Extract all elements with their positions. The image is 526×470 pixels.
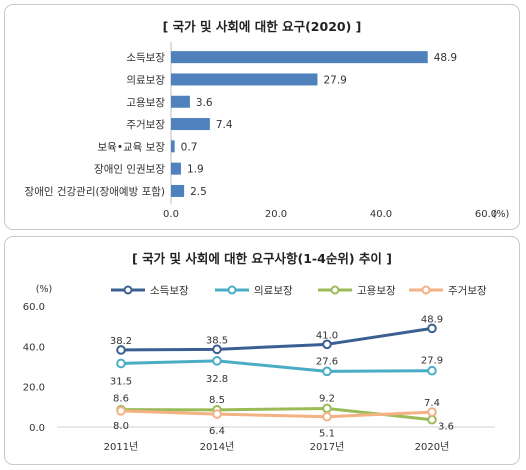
bar-value-label: 0.7 [181, 141, 198, 153]
data-label: 27.9 [421, 356, 443, 367]
line-chart-title: [ 국가 및 사회에 대한 요구사항(1-4순위) 추이 ] [132, 251, 392, 266]
y-tick-label: 0.0 [29, 423, 45, 434]
legend-label: 주거보장 [448, 285, 487, 297]
x-tick-label: 40.0 [370, 209, 392, 220]
bar-value-label: 3.6 [196, 97, 213, 109]
y-tick-label: 60.0 [23, 302, 45, 313]
bar-category-label: 주거보장 [126, 119, 165, 131]
y-unit-label: (%) [36, 284, 52, 295]
data-point [322, 339, 332, 350]
data-label: 8.5 [209, 395, 225, 406]
data-point [116, 358, 126, 369]
bar-category-label: 보육•교육 보장 [98, 141, 166, 153]
series-line [120, 326, 433, 352]
bar-chart-panel: [ 국가 및 사회에 대한 요구(2020) ] 소득보장 48.9 의료보장 27.… [4, 4, 520, 230]
data-point [427, 414, 437, 425]
bar-value-label: 1.9 [187, 164, 204, 176]
data-point [212, 344, 222, 355]
data-point [427, 323, 437, 334]
line-chart-panel: [ 국가 및 사회에 대한 요구사항(1-4순위) 추이 ] 소득보장 의료보장 고… [4, 236, 520, 465]
data-label: 27.6 [316, 356, 338, 367]
data-label: 3.6 [438, 422, 454, 433]
data-label: 31.5 [110, 376, 132, 387]
x-tick-label: 2020년 [415, 441, 450, 453]
data-point [322, 366, 332, 377]
data-label: 38.2 [110, 336, 132, 347]
series-line [120, 409, 433, 419]
bar-value-label: 7.4 [216, 119, 233, 131]
bar-category-label: 고용보장 [126, 97, 165, 109]
data-point [212, 409, 222, 419]
bar [171, 73, 318, 86]
bar-value-label: 27.9 [323, 74, 346, 86]
series-line [120, 359, 433, 373]
bar-category-label: 소득보장 [126, 52, 165, 64]
data-label: 5.1 [319, 429, 335, 440]
bar-chart-title: [ 국가 및 사회에 대한 요구(2020) ] [162, 19, 362, 34]
data-point [322, 411, 332, 422]
x-tick-label: 0.0 [163, 209, 179, 220]
data-point [427, 407, 437, 417]
legend-marker [421, 285, 431, 295]
bar-value-label: 2.5 [190, 186, 207, 198]
x-tick-label: 2014년 [200, 441, 235, 453]
data-label: 32.8 [206, 374, 228, 385]
data-label: 38.5 [206, 335, 228, 346]
data-point [322, 403, 332, 414]
bar [171, 95, 190, 108]
x-tick-label: 2017년 [310, 441, 345, 453]
data-label: 41.0 [316, 330, 338, 341]
data-point [116, 345, 126, 355]
y-tick-label: 40.0 [23, 342, 45, 353]
x-tick-label: 60.0 [475, 209, 497, 220]
bar-category-label: 의료보장 [126, 74, 165, 86]
bar [171, 162, 181, 175]
bar-chart: 소득보장 48.9 의료보장 27.9 고용보장 3.6 주거보장 7.4 보육•교육 보장 0.… [25, 42, 509, 220]
bar-category-label: 장애인 인권보장 [94, 164, 165, 176]
legend-marker [330, 285, 340, 295]
x-tick-label: 2011년 [104, 441, 139, 453]
x-unit-label: (%) [493, 209, 509, 220]
data-point [212, 356, 222, 366]
legend-label: 소득보장 [150, 285, 189, 297]
line-chart: 소득보장 의료보장 고용보장 주거보장 (%) 0.0 20.0 40.0 60.0 38.2 38… [23, 284, 495, 453]
bar-value-label: 48.9 [434, 52, 457, 64]
data-label: 7.4 [424, 398, 440, 409]
x-tick-label: 20.0 [265, 209, 287, 220]
bar [171, 118, 210, 131]
legend-marker [123, 285, 133, 295]
data-label: 8.6 [113, 394, 129, 405]
bar [171, 140, 175, 153]
legend-label: 고용보장 [357, 285, 396, 297]
data-label: 9.2 [319, 393, 335, 404]
legend-marker [227, 285, 237, 295]
legend-label: 의료보장 [254, 285, 293, 297]
bar-category-label: 장애인 건강관리(장애예방 포함) [25, 185, 165, 198]
data-label: 48.9 [421, 314, 443, 325]
data-point [116, 406, 126, 416]
data-label: 6.4 [209, 426, 225, 437]
bar [171, 184, 185, 197]
data-label: 8.0 [113, 421, 129, 432]
data-point [427, 365, 437, 376]
bar [171, 51, 428, 64]
y-tick-label: 20.0 [23, 383, 45, 394]
